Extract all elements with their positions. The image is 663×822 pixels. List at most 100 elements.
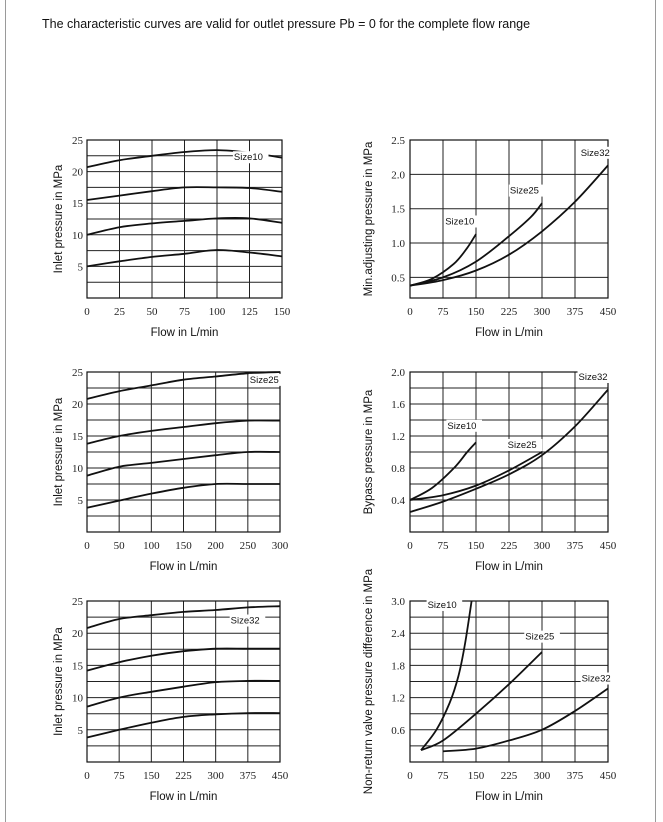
x-tick-label: 0 (84, 306, 90, 318)
y-tick-label: 0.8 (391, 463, 405, 475)
x-tick-label: 375 (567, 540, 584, 552)
plot-frame (409, 139, 609, 299)
x-tick-label: 225 (501, 770, 518, 782)
series-line-3 (86, 679, 281, 708)
x-tick-label: 225 (501, 306, 518, 318)
y-tick-label: 15 (72, 198, 84, 210)
x-tick-label: 300 (207, 770, 224, 782)
series-line-3 (442, 687, 609, 753)
x-tick-label: 125 (241, 306, 258, 318)
series-label: Size25 (508, 440, 537, 451)
series-label: Size32 (579, 372, 608, 383)
y-axis-label: Inlet pressure in MPa (53, 627, 65, 736)
chart-5: 0 75 150 225 300 375 450 5 10 15 20 25 Flow in L/min… (53, 596, 289, 803)
series-label-bg (446, 419, 482, 432)
x-axis-label: Flow in L/min (151, 327, 219, 339)
x-tick-label: 100 (209, 306, 226, 318)
series-label: Size32 (582, 674, 611, 685)
series-line-1 (409, 441, 477, 501)
series-label: Size25 (510, 186, 539, 197)
y-tick-label: 20 (72, 628, 84, 640)
series-label: Size32 (581, 148, 610, 159)
series-label-bg (577, 371, 614, 383)
chart-1: 0 25 50 75 100 125 150 5 10 15 20 25 Flow in L/min In… (53, 135, 291, 339)
series-line-2 (409, 202, 543, 287)
x-axis-label: Flow in L/min (475, 791, 543, 803)
series-line-4 (86, 482, 280, 509)
y-tick-label: 25 (72, 367, 84, 379)
x-tick-label: 300 (534, 540, 551, 552)
series-line-1 (420, 600, 473, 751)
series-label: Size10 (447, 421, 476, 432)
x-tick-label: 375 (567, 306, 584, 318)
x-tick-label: 0 (84, 770, 90, 782)
series-label-bg (508, 184, 545, 197)
x-axis-label: Flow in L/min (475, 561, 543, 573)
x-tick-label: 25 (114, 306, 126, 318)
x-axis-label: Flow in L/min (150, 791, 218, 803)
x-tick-label: 300 (534, 770, 551, 782)
x-tick-label: 75 (438, 770, 450, 782)
y-tick-label: 1.2 (391, 693, 405, 705)
y-tick-label: 1.2 (391, 431, 405, 443)
x-tick-label: 0 (407, 770, 413, 782)
y-tick-label: 1.6 (391, 399, 405, 411)
x-tick-label: 150 (274, 306, 291, 318)
x-tick-label: 0 (407, 306, 413, 318)
chart-3: 0 50 100 150 200 250 300 5 10 15 20 25 Flow in L/min… (53, 367, 289, 573)
x-tick-label: 450 (600, 540, 617, 552)
series-label-bg (232, 151, 269, 164)
x-tick-label: 450 (272, 770, 289, 782)
series-line-1 (86, 605, 281, 629)
x-tick-label: 50 (114, 540, 126, 552)
x-tick-label: 250 (240, 540, 257, 552)
series-label: Size10 (445, 216, 474, 227)
x-tick-label: 225 (175, 770, 192, 782)
series-line-4 (86, 249, 283, 268)
x-tick-label: 75 (114, 770, 126, 782)
y-tick-label: 10 (72, 693, 84, 705)
y-tick-label: 0.6 (391, 725, 405, 737)
y-axis-label: Bypass pressure in MPa (363, 389, 375, 514)
y-tick-label: 25 (72, 135, 84, 147)
series-label: Size10 (428, 600, 457, 611)
x-tick-label: 200 (207, 540, 224, 552)
y-tick-label: 25 (72, 596, 84, 608)
y-tick-label: 3.0 (391, 596, 405, 608)
x-tick-label: 100 (143, 540, 160, 552)
y-tick-label: 2.0 (391, 367, 405, 379)
x-axis-label: Flow in L/min (150, 561, 218, 573)
series-line-3 (86, 450, 281, 477)
chart-2: 0 75 150 225 300 375 450 0.5 1.0 1.5 2.0 2.5 Flow in… (363, 135, 617, 339)
y-tick-label: 5 (78, 261, 84, 273)
y-tick-label: 2.0 (391, 169, 405, 181)
x-tick-label: 375 (567, 770, 584, 782)
x-tick-label: 150 (143, 770, 160, 782)
series-line-2 (420, 651, 543, 752)
x-tick-label: 50 (147, 306, 159, 318)
series-label-bg (524, 630, 560, 643)
series-label: Size25 (250, 375, 279, 386)
series-label: Size10 (234, 152, 263, 163)
chart-6: 0 75 150 225 300 375 450 0.6 1.2 1.8 2.4 3.0 Flow in… (363, 568, 617, 803)
series-line-3 (409, 164, 609, 287)
y-tick-label: 15 (72, 431, 84, 443)
x-tick-label: 0 (84, 540, 90, 552)
y-tick-label: 1.5 (391, 204, 405, 216)
series-label: Size32 (231, 616, 260, 627)
y-axis-label: Non-return valve pressure difference in … (363, 568, 375, 794)
y-tick-label: 2.5 (391, 135, 405, 147)
x-axis-label: Flow in L/min (475, 327, 543, 339)
x-tick-label: 375 (240, 770, 257, 782)
y-tick-label: 1.0 (391, 238, 405, 250)
y-tick-label: 0.4 (391, 495, 405, 507)
y-tick-label: 0.5 (391, 272, 405, 284)
x-tick-label: 300 (272, 540, 289, 552)
series-label-bg (229, 614, 266, 627)
series-line-2 (86, 647, 280, 672)
series-label-bg (444, 215, 480, 228)
y-tick-label: 15 (72, 660, 84, 672)
x-tick-label: 150 (175, 540, 192, 552)
y-tick-label: 5 (78, 725, 84, 737)
